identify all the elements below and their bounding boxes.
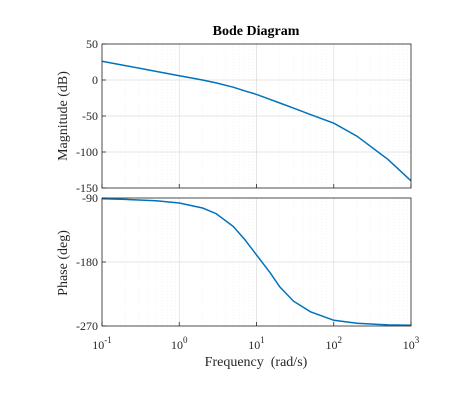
phase-y-tick-label: -90 [82,191,98,205]
magnitude-y-tick-label: -150 [76,181,98,195]
magnitude-y-tick-label: -100 [76,145,98,159]
x-tick-label: 10-1 [92,335,112,352]
magnitude-response-line [101,60,412,182]
phase-y-tick-label: -270 [76,319,98,333]
magnitude-axes-box [101,43,412,189]
magnitude-plot: 50 0 -50 -100 -150 [76,37,412,195]
x-tick-label: 100 [171,335,188,352]
x-tick-label: 101 [248,335,265,352]
x-tick-label: 102 [326,335,343,352]
phase-axes-box [101,197,412,327]
phase-y-tick-label: -180 [76,255,98,269]
frequency-tick-labels: 10-1 100 101 102 103 [92,335,420,352]
phase-plot: -90 -180 -270 [76,191,412,333]
chart-title: Bode Diagram [213,24,300,39]
magnitude-axis-label: Magnitude (dB) [56,71,71,161]
magnitude-y-tick-label: 0 [92,73,98,87]
phase-response-line [101,197,412,327]
magnitude-y-tick-label: 50 [86,37,98,51]
frequency-axis-label: Frequency (rad/s) [205,355,308,370]
phase-axis-label: Phase (deg) [56,230,71,296]
magnitude-y-tick-label: -50 [82,109,98,123]
x-tick-label: 103 [403,335,420,352]
